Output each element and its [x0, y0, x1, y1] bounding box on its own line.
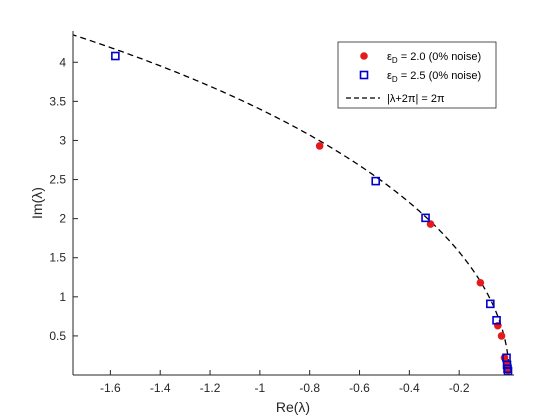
- y-tick-label: 1.5: [49, 251, 66, 265]
- series-1-point: [476, 278, 485, 287]
- x-tick-label: -1.6: [100, 381, 121, 395]
- legend-marker-series-1: [360, 52, 368, 60]
- x-ticks: -1.6 -1.4 -1.2 -1 -0.8 -0.6 -0.4 -0.2: [100, 370, 470, 395]
- series-2-point: [492, 315, 501, 325]
- y-ticks: 0.5 1 1.5 2 2.5 3 3.5 4: [49, 55, 78, 343]
- legend: εD = 2.0 (0% noise) εD = 2.5 (0% noise) …: [337, 41, 497, 109]
- series-1-point: [315, 142, 324, 150]
- x-tick-label: -1: [255, 381, 266, 395]
- series-2-point: [111, 51, 120, 61]
- series-2-point: [486, 299, 495, 309]
- y-tick-label: 1: [59, 290, 66, 304]
- x-axis-label: Re(λ): [276, 399, 310, 415]
- y-tick-label: 0.5: [49, 329, 66, 343]
- series-2-point: [421, 213, 430, 223]
- y-tick-label: 4: [59, 55, 66, 69]
- x-tick-label: -1.4: [150, 381, 171, 395]
- y-tick-label: 2.5: [49, 173, 66, 187]
- x-tick-label: -1.2: [200, 381, 221, 395]
- series-1-point: [497, 332, 506, 340]
- y-axis-label: Im(λ): [29, 187, 45, 219]
- legend-marker-series-2: [359, 70, 369, 80]
- y-tick-label: 2: [59, 212, 66, 226]
- series-3-curve: [73, 34, 510, 375]
- curve-layer: [73, 34, 510, 375]
- x-tick-label: -0.4: [399, 381, 420, 395]
- series-1-point: [426, 220, 435, 228]
- x-tick-label: -0.6: [349, 381, 370, 395]
- y-tick-label: 3: [59, 133, 66, 147]
- series-2-point: [371, 176, 381, 186]
- marker-layer: [111, 51, 513, 376]
- legend-label-series-3: |λ+2π| = 2π: [387, 93, 445, 105]
- y-tick-label: 3.5: [49, 94, 66, 108]
- legend-label-series-1: εD = 2.0 (0% noise): [387, 51, 481, 65]
- legend-label-series-2: εD = 2.5 (0% noise): [387, 70, 481, 84]
- x-tick-label: -0.2: [449, 381, 470, 395]
- x-tick-label: -0.8: [299, 381, 320, 395]
